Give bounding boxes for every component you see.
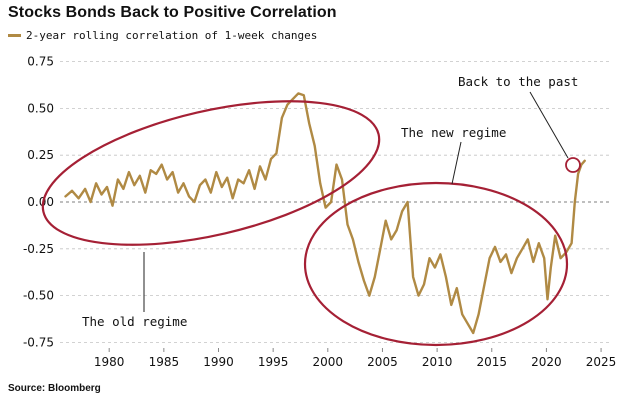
x-tick-label: 2000: [313, 355, 344, 369]
legend: 2-year rolling correlation of 1-week cha…: [8, 29, 317, 42]
x-tick-label: 1995: [258, 355, 289, 369]
old-regime-label: The old regime: [82, 314, 187, 329]
grid-lines: [60, 61, 612, 343]
legend-swatch: [8, 34, 21, 37]
back-to-past-label: Back to the past: [458, 74, 578, 89]
new-regime-pointer: [451, 141, 462, 185]
y-tick-label: 0.50: [27, 101, 54, 115]
new-regime-ellipse: [303, 181, 569, 347]
series-layer: [64, 92, 586, 335]
legend-label: 2-year rolling correlation of 1-week cha…: [26, 29, 318, 42]
x-tick-label: 2025: [586, 355, 617, 369]
new-regime-label: The new regime: [401, 125, 506, 140]
source-note: Source: Bloomberg: [8, 383, 101, 394]
x-tick-label: 1985: [149, 355, 180, 369]
old-regime-ellipse: [41, 100, 381, 246]
annotations-layer: The old regime The new regime Back to the …: [41, 74, 581, 347]
y-tick-label: 0.25: [27, 148, 54, 162]
x-tick-label: 2020: [531, 355, 562, 369]
y-tick-label: 0.00: [27, 195, 54, 209]
x-axis: 1980 1985 1990 1995 2000 2005 2010 2015 2020 2025: [94, 348, 616, 369]
back-to-past-circle: [565, 157, 581, 173]
x-tick-label: 2015: [476, 355, 507, 369]
y-axis: 0.75 0.50 0.25 0.00 -0.25 -0.50 -0.75: [23, 55, 54, 350]
series-line: [64, 92, 586, 335]
x-tick-label: 1990: [203, 355, 234, 369]
y-tick-label: -0.75: [23, 335, 54, 349]
x-tick-label: 2010: [422, 355, 453, 369]
back-to-past-pointer: [529, 91, 569, 159]
chart-title: Stocks Bonds Back to Positive Correlatio…: [8, 4, 337, 21]
x-tick-label: 2005: [367, 355, 398, 369]
y-tick-label: -0.25: [23, 242, 54, 256]
y-tick-label: -0.50: [23, 289, 54, 303]
x-tick-label: 1980: [94, 355, 125, 369]
y-tick-label: 0.75: [27, 55, 54, 69]
